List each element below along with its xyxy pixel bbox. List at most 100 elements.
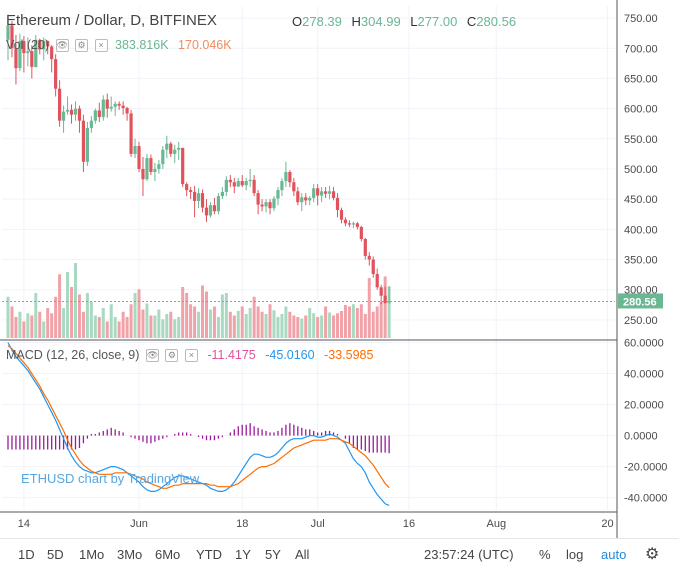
candle-body <box>264 202 268 207</box>
candle-body <box>50 46 54 60</box>
candle-body <box>192 191 197 201</box>
volume-bar <box>324 306 328 338</box>
candle-body <box>61 111 66 121</box>
volume-value-up: 383.816K <box>115 38 169 52</box>
volume-bar <box>216 317 220 338</box>
utc-clock: 23:57:24 (UTC) <box>424 547 514 562</box>
volume-bar <box>30 315 34 338</box>
auto-toggle[interactable]: auto <box>601 547 627 562</box>
candle-body <box>220 191 224 197</box>
volume-bar <box>367 278 371 338</box>
volume-bar <box>288 311 292 338</box>
log-toggle[interactable]: log <box>566 547 584 562</box>
volume-bar <box>125 317 129 338</box>
settings-icon[interactable]: ⚙ <box>165 349 179 363</box>
candle-body <box>77 108 82 121</box>
range-5d-button[interactable]: 5D <box>47 547 64 562</box>
candle-body <box>22 41 26 54</box>
open-label: O <box>292 14 303 29</box>
time-tick-label: 14 <box>18 518 30 530</box>
volume-bar <box>46 308 50 338</box>
range-ytd-button[interactable]: YTD <box>196 547 222 562</box>
candle-body <box>339 210 344 220</box>
volume-bar <box>133 293 137 338</box>
volume-bar <box>264 314 268 338</box>
macd-label: MACD (12, 26, close, 9) <box>6 348 140 362</box>
eye-icon[interactable]: 👁 <box>55 39 69 53</box>
macd-hist-value: -11.4175 <box>207 348 256 362</box>
time-tick-label: 18 <box>236 518 248 530</box>
bottom-toolbar: 1D 5D 1Mo 3Mo 6Mo YTD 1Y 5Y All 23:57:24… <box>0 538 679 574</box>
volume-bar <box>383 276 387 338</box>
close-value: 280.56 <box>476 14 517 29</box>
volume-bar <box>113 317 117 338</box>
volume-bar <box>173 319 177 338</box>
volume-bar <box>81 311 85 338</box>
volume-bar <box>244 314 248 338</box>
time-tick-label: Jun <box>130 518 148 530</box>
candle-body <box>58 88 62 121</box>
close-icon[interactable]: × <box>184 349 198 363</box>
price-tick-label: 550.00 <box>624 134 658 146</box>
candle-body <box>6 25 10 40</box>
macd-tick-label: 0.0000 <box>624 431 658 443</box>
price-axes: 750.00 700.00 650.00 600.00 550.00 500.00 450.… <box>0 0 667 538</box>
price-tick-label: 500.00 <box>624 164 658 176</box>
candle-body <box>69 109 74 115</box>
price-tick-label: 450.00 <box>624 194 658 206</box>
candle-body <box>331 191 336 198</box>
candle-body <box>383 295 387 303</box>
macd-signal-value: -33.5985 <box>324 348 374 362</box>
volume-bar <box>296 317 300 338</box>
range-all-button[interactable]: All <box>295 547 310 562</box>
volume-bar <box>161 319 165 338</box>
settings-icon[interactable]: ⚙ <box>75 39 89 53</box>
volume-bar <box>145 303 149 338</box>
volume-bar <box>157 309 161 338</box>
close-icon[interactable]: × <box>94 39 108 53</box>
eye-icon[interactable]: 👁 <box>145 349 159 363</box>
candle-body <box>161 149 165 165</box>
range-1mo-button[interactable]: 1Mo <box>79 547 105 562</box>
candle-body <box>18 41 22 69</box>
price-tick-label: 350.00 <box>624 255 658 267</box>
gear-icon[interactable]: ⚙ <box>645 546 660 563</box>
volume-bar <box>280 314 284 338</box>
candle-body <box>38 39 42 50</box>
range-3mo-button[interactable]: 3Mo <box>117 547 143 562</box>
range-6mo-button[interactable]: 6Mo <box>155 547 181 562</box>
candle-body <box>252 179 256 194</box>
volume-bar <box>101 308 105 338</box>
candle-body <box>324 191 328 194</box>
range-1y-button[interactable]: 1Y <box>235 547 251 562</box>
candle-body <box>133 146 137 154</box>
volume-bar <box>177 317 181 338</box>
range-5y-button[interactable]: 5Y <box>265 547 281 562</box>
volume-bar <box>359 304 363 338</box>
volume-value-ma: 170.046K <box>178 38 232 52</box>
symbol-legend: Ethereum / Dollar, D, BITFINEX <box>6 12 217 29</box>
grid-lines <box>2 6 615 510</box>
close-label: C <box>466 14 477 29</box>
volume-bar <box>121 311 125 338</box>
candle-body <box>351 223 355 225</box>
volume-bar <box>379 302 383 338</box>
volume-bar <box>371 311 375 338</box>
candle-body <box>81 120 86 162</box>
volume-bar <box>73 263 77 338</box>
tradingview-watermark[interactable]: ETHUSD chart by TradingView <box>21 471 200 486</box>
candle-body <box>165 143 169 150</box>
range-1d-button[interactable]: 1D <box>18 547 35 562</box>
candle-body <box>137 146 141 169</box>
candle-body <box>97 110 101 118</box>
candle-body <box>244 181 248 186</box>
volume-bar <box>54 296 58 338</box>
ohlc-values: O278.39 H304.99 L277.00 C280.56 <box>292 14 516 29</box>
low-value: 277.00 <box>417 14 458 29</box>
macd-line <box>7 342 390 506</box>
percent-toggle[interactable]: % <box>539 547 551 562</box>
candle-body <box>367 255 371 260</box>
volume-bar <box>50 313 54 338</box>
candle-body <box>145 158 149 180</box>
